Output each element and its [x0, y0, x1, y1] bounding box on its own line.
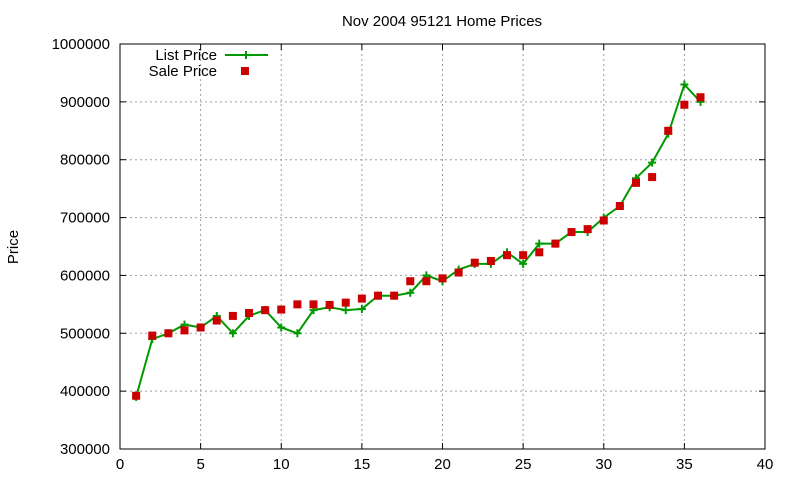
sale-price-point: [486, 256, 495, 265]
series-layer: [132, 80, 705, 401]
x-tick-label: 15: [354, 456, 371, 473]
x-tick-label: 20: [434, 456, 451, 473]
sale-price-point: [357, 294, 366, 303]
y-tick-label: 700000: [60, 210, 110, 227]
chart-title: Nov 2004 95121 Home Prices: [342, 13, 542, 30]
sale-price-point: [422, 277, 431, 286]
sale-price-point: [454, 268, 463, 277]
sale-price-point: [567, 228, 576, 237]
x-tick-label: 0: [116, 456, 124, 473]
legend: List Price Sale Price: [149, 47, 268, 80]
y-tick-label: 600000: [60, 267, 110, 284]
sale-price-point: [438, 274, 447, 283]
x-tick-label: 5: [196, 456, 204, 473]
y-tick-label: 800000: [60, 152, 110, 169]
plot-frame: [119, 43, 766, 450]
sale-price-point: [228, 311, 237, 320]
sale-price-point: [664, 126, 673, 135]
legend-marker-list-price: [242, 51, 250, 59]
y-tick-label: 900000: [60, 94, 110, 111]
x-tick-label: 40: [757, 456, 774, 473]
sale-price-point: [196, 323, 205, 332]
sale-price-point: [212, 316, 221, 325]
sale-price-point: [503, 251, 511, 260]
legend-marker-sale-price: [241, 67, 249, 75]
axis-ticks: 0 5 10 15 20 25 30 35 40 300000 400000 500000 600000…: [52, 36, 774, 473]
sale-price-point: [696, 93, 705, 102]
sale-price-point: [132, 391, 141, 400]
sale-price-point: [148, 331, 157, 340]
list-price-point: [648, 158, 657, 167]
list-price-line: [135, 82, 702, 398]
list-price-point: [680, 80, 689, 89]
legend-label-list-price: List Price: [155, 47, 217, 64]
y-tick-label: 400000: [60, 383, 110, 400]
sale-price-point: [615, 202, 624, 210]
legend-label-sale-price: Sale Price: [149, 63, 217, 80]
sale-price-point: [325, 300, 334, 309]
sale-price-point: [535, 248, 544, 257]
sale-price-point: [406, 277, 415, 286]
list-price-point: [277, 323, 286, 332]
sale-price-point: [519, 251, 528, 260]
sale-price-point: [164, 329, 173, 338]
list-price-point: [228, 329, 237, 338]
y-tick-label: 1000000: [52, 36, 110, 53]
y-tick-label: 300000: [60, 441, 110, 458]
sale-price-point: [180, 326, 189, 335]
list-price-point: [406, 288, 415, 297]
sale-price-point: [293, 300, 302, 309]
sale-price-point: [261, 306, 270, 315]
list-price-point: [341, 306, 350, 315]
sale-price-point: [245, 309, 253, 318]
y-axis-label: Price: [5, 230, 22, 264]
list-price-point: [519, 259, 528, 268]
sale-price-point: [583, 225, 592, 234]
x-tick-label: 25: [515, 456, 532, 473]
list-price-point: [293, 329, 302, 338]
sale-price-point: [341, 298, 350, 307]
grid: [120, 44, 765, 449]
sale-price-point: [599, 216, 608, 225]
sale-price-point: [551, 239, 560, 248]
list-price-point: [535, 239, 544, 248]
list-price-point: [357, 304, 366, 313]
y-tick-label: 500000: [60, 325, 110, 342]
x-tick-label: 35: [676, 456, 693, 473]
sale-price-point: [648, 173, 657, 182]
x-tick-label: 10: [273, 456, 290, 473]
sale-price-point: [374, 291, 382, 300]
sale-price-point: [390, 291, 399, 300]
sale-price-point: [309, 300, 318, 309]
sale-price-point: [470, 258, 479, 267]
sale-price-point: [277, 305, 286, 314]
sale-price-point: [680, 100, 689, 109]
x-tick-label: 30: [595, 456, 612, 473]
sale-price-point: [632, 178, 640, 187]
